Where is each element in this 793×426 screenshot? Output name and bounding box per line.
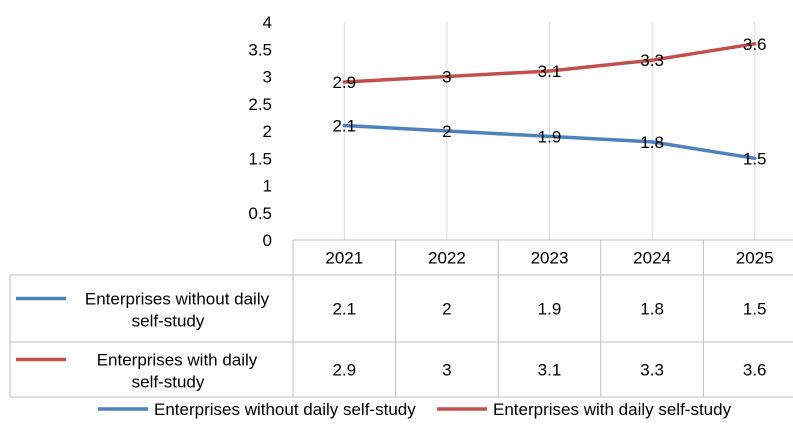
x-tick-label-2025: 2025 (736, 249, 774, 268)
table-cell: 3 (442, 361, 451, 380)
x-tick-label-2023: 2023 (531, 249, 569, 268)
table-row-label-line: self-study (132, 312, 205, 331)
y-tick-label: 4 (263, 13, 272, 32)
table-cell: 3.3 (640, 361, 664, 380)
table-cell: 3.6 (743, 361, 767, 380)
data-label: 3 (442, 68, 451, 87)
y-axis: 0 0.5 1 1.5 2 2.5 3 3.5 4 (248, 13, 272, 250)
data-label: 2.1 (332, 117, 356, 136)
data-label: 3.1 (538, 62, 562, 81)
table-row-label: Enterprises without daily self-study (85, 290, 270, 331)
y-tick-label: 0.5 (248, 204, 272, 223)
table-row-label-line: Enterprises with daily (97, 351, 258, 370)
table-row-label-line: Enterprises without daily (85, 290, 270, 309)
grid-lines (343, 22, 756, 240)
table-cell: 1.9 (538, 300, 562, 319)
data-label: 2 (442, 122, 451, 141)
data-label: 1.5 (743, 149, 767, 168)
x-tick-label-2022: 2022 (428, 249, 466, 268)
table-cell: 1.5 (743, 300, 767, 319)
data-label: 1.8 (640, 133, 664, 152)
series-lines (342, 42, 757, 161)
data-label: 1.9 (538, 127, 562, 146)
y-tick-label: 2 (263, 122, 272, 141)
table-cell: 1.8 (640, 300, 664, 319)
legend: Enterprises without daily self-study Ente… (98, 400, 732, 419)
table-cell: 2.9 (332, 361, 356, 380)
x-tick-label-2024: 2024 (633, 249, 671, 268)
y-tick-label: 1.5 (248, 149, 272, 168)
y-tick-label: 1 (263, 177, 272, 196)
y-tick-label: 3 (263, 68, 272, 87)
data-table: 2021 2022 2023 2024 2025 Enterprises without … (9, 239, 793, 398)
y-tick-label: 2.5 (248, 95, 272, 114)
y-tick-label: 0 (263, 231, 272, 250)
table-cell: 2.1 (332, 300, 356, 319)
table-cell: 2 (442, 300, 451, 319)
data-label: 2.9 (332, 73, 356, 92)
table-row-label: Enterprises with daily self-study (97, 351, 258, 392)
data-label: 3.3 (640, 51, 664, 70)
table-row-label-line: self-study (132, 373, 205, 392)
legend-entry-1: Enterprises without daily self-study (154, 400, 416, 419)
y-tick-label: 3.5 (248, 40, 272, 59)
data-labels: 2.1 2 1.9 1.8 1.5 2.9 3 3.1 3.3 3.6 (332, 35, 766, 168)
data-label: 3.6 (743, 35, 767, 54)
legend-entry-2: Enterprises with daily self-study (493, 400, 732, 419)
table-cell: 3.1 (538, 361, 562, 380)
x-tick-label-2021: 2021 (325, 249, 363, 268)
